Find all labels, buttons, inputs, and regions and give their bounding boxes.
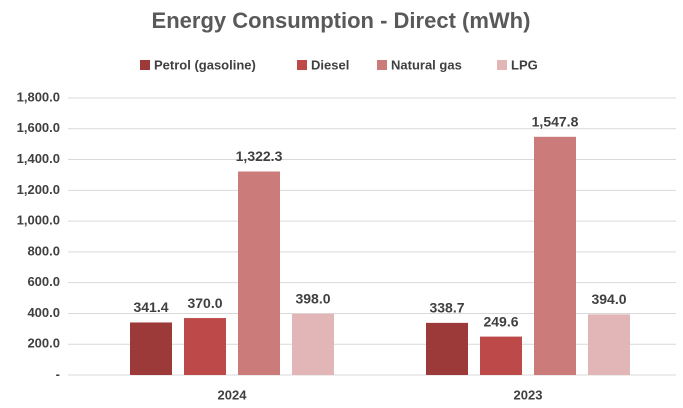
y-tick-label: 200.0 (27, 336, 60, 351)
bar (130, 322, 172, 375)
x-tick-label: 2024 (218, 387, 248, 402)
y-tick-label: 1,200.0 (17, 182, 60, 197)
y-tick-label: 800.0 (27, 243, 60, 258)
bar (588, 314, 630, 375)
value-label: 398.0 (295, 290, 330, 306)
chart-title: Energy Consumption - Direct (mWh) (152, 8, 531, 33)
value-label: 1,322.3 (236, 148, 283, 164)
bar (184, 318, 226, 375)
x-tick-label: 2023 (514, 387, 543, 402)
value-label: 370.0 (187, 295, 222, 311)
legend-label: Petrol (gasoline) (154, 57, 256, 72)
y-tick-label: 1,600.0 (17, 120, 60, 135)
value-label: 394.0 (591, 291, 626, 307)
bar (534, 136, 576, 375)
bar (238, 171, 280, 375)
value-label: 338.7 (429, 300, 464, 316)
y-tick-label: 400.0 (27, 305, 60, 320)
legend-swatch (377, 60, 387, 70)
bar (480, 336, 522, 375)
legend-label: LPG (511, 57, 538, 72)
bar (292, 313, 334, 375)
y-tick-label: 1,800.0 (17, 89, 60, 104)
y-tick-label: - (56, 366, 60, 381)
value-label: 341.4 (133, 299, 168, 315)
value-label: 1,547.8 (532, 114, 579, 130)
y-tick-label: 600.0 (27, 274, 60, 289)
y-tick-label: 1,400.0 (17, 151, 60, 166)
y-tick-label: 1,000.0 (17, 213, 60, 228)
bar (426, 322, 468, 375)
legend-label: Diesel (311, 57, 349, 72)
legend-swatch (297, 60, 307, 70)
value-label: 249.6 (483, 313, 518, 329)
legend-swatch (140, 60, 150, 70)
legend-swatch (497, 60, 507, 70)
legend-label: Natural gas (391, 57, 462, 72)
